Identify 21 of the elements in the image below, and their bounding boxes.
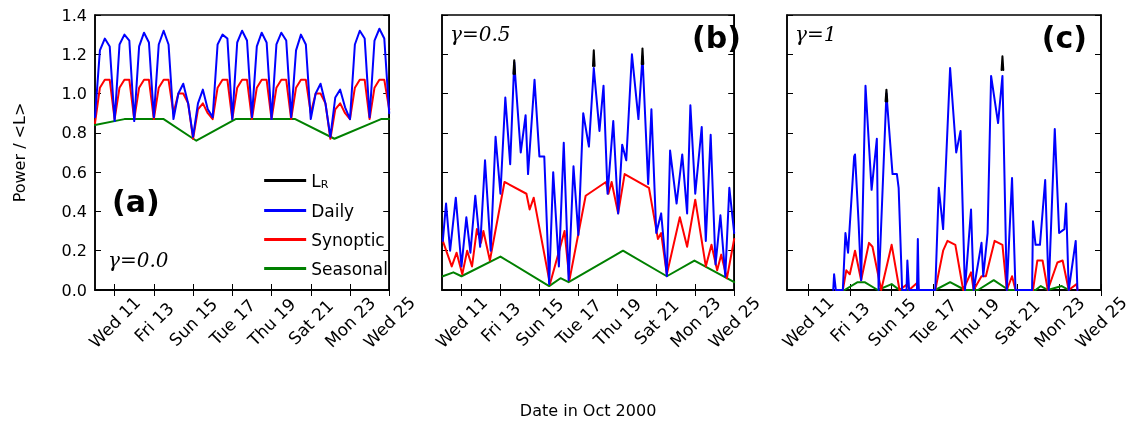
legend-label: Daily: [311, 200, 355, 221]
line-series: [94, 78, 391, 140]
y-tick-label: 0.6: [61, 162, 87, 182]
y-tick-label: 0.8: [61, 123, 87, 143]
annotation: (c): [1041, 19, 1088, 55]
y-tick-label: 0.2: [61, 241, 87, 261]
y-tick-label: 0.4: [61, 201, 87, 221]
y-tick-label: 1.0: [61, 84, 87, 104]
annotation: γ=0.5: [450, 22, 511, 46]
line-series: [94, 118, 391, 142]
y-tick-label: 1.4: [61, 5, 87, 25]
annotation: γ=1: [795, 22, 837, 46]
x-axis-title: Date in Oct 2000: [519, 400, 657, 420]
legend-label: Seasonal: [311, 258, 388, 279]
y-tick-label: 0.0: [61, 280, 87, 300]
y-tick-label: 1.2: [61, 44, 87, 64]
annotation: (a): [112, 183, 160, 219]
line-series: [94, 27, 391, 138]
annotation: γ=0.0: [108, 248, 169, 272]
legend-label: Synoptic: [311, 229, 385, 250]
y-axis-title: Power / <L>: [9, 102, 29, 203]
